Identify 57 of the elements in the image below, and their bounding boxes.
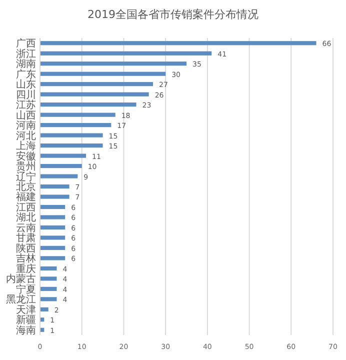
y-tick-label: 安徽 (16, 150, 36, 162)
bar (40, 266, 57, 270)
bar (40, 102, 136, 107)
bar (40, 62, 186, 66)
y-tick-label: 甘肃 (16, 232, 36, 244)
y-tick-label: 北京 (16, 181, 36, 193)
y-tick-label: 云南 (16, 222, 36, 234)
bar (40, 154, 86, 158)
bar (40, 133, 103, 138)
bar (40, 204, 66, 210)
y-tick-label: 福建 (16, 191, 36, 204)
y-tick-label: 河北 (16, 130, 36, 142)
bar (40, 236, 66, 240)
bar (40, 123, 112, 128)
y-tick-label: 浙江 (16, 48, 36, 60)
y-tick-label: 新疆 (16, 314, 36, 326)
bar (40, 246, 66, 250)
y-tick-label: 江西 (16, 201, 36, 214)
bar (40, 297, 57, 302)
bar (40, 194, 70, 199)
y-tick-label: 天津 (16, 304, 36, 316)
bar (40, 215, 66, 220)
y-tick-label: 贵州 (16, 160, 36, 173)
y-tick-label: 辽宁 (16, 170, 36, 183)
y-tick-label: 重庆 (16, 262, 36, 275)
bar (40, 51, 212, 56)
y-tick-label: 海南 (16, 324, 36, 336)
y-tick-label: 上海 (16, 140, 36, 152)
bar (40, 112, 116, 117)
bar (40, 143, 103, 148)
bar (40, 82, 154, 86)
y-tick-label: 江苏 (16, 99, 36, 112)
y-tick-label: 广西 (16, 38, 36, 50)
y-tick-label: 黑龙江 (6, 294, 36, 306)
bar (40, 276, 57, 281)
bar (40, 307, 48, 312)
bar (40, 225, 66, 230)
bar (40, 174, 78, 178)
bar (40, 184, 70, 189)
bar (40, 256, 66, 260)
bar (40, 72, 166, 76)
chart-title: 2019全国各省市传销案件分布情况 (88, 8, 258, 21)
y-tick-label: 四川 (16, 88, 36, 101)
y-tick-label: 湖北 (16, 212, 36, 224)
y-tick-label: 陕西 (16, 242, 36, 254)
bar (40, 164, 82, 168)
y-tick-label: 吉林 (16, 252, 36, 265)
y-tick-label: 内蒙古 (6, 273, 36, 286)
y-tick-label: 河南 (16, 120, 36, 132)
y-tick-label: 宁夏 (16, 283, 36, 296)
bar (40, 41, 316, 46)
bar (40, 286, 57, 291)
bar (40, 92, 149, 96)
y-tick-label: 山东 (16, 78, 36, 91)
y-tick-label: 山西 (16, 109, 36, 122)
y-tick-label: 广东 (16, 68, 36, 80)
y-tick-label: 湖南 (16, 58, 36, 70)
